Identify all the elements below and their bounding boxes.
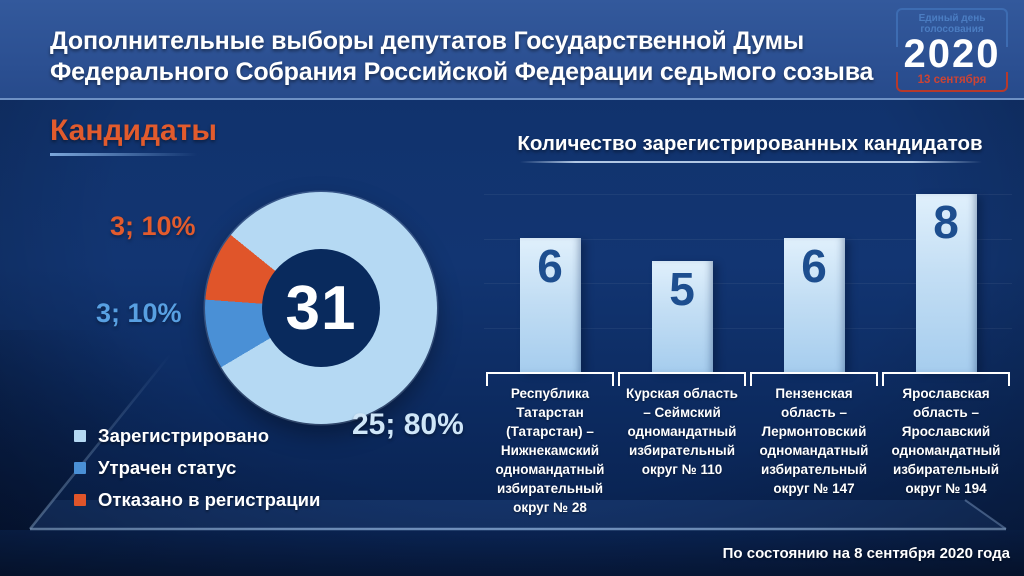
- gridline: [484, 238, 1012, 240]
- legend-row: Отказано в регистрации: [74, 484, 320, 516]
- bar-chart-labels: Республика Татарстан (Татарстан) – Нижне…: [484, 372, 1012, 517]
- donut-total-value: 31: [285, 273, 357, 343]
- pie-callout-lost-status: 3; 10%: [96, 298, 182, 328]
- bar-chart: 6 5 6 8 Республика Татарстан (Татарстан) – …: [484, 170, 1012, 526]
- bar-column: 8: [880, 170, 1012, 372]
- bar-value: 8: [933, 196, 959, 248]
- edg-2020-logo: Единый день голосования 2020 13 сентября: [890, 8, 1014, 92]
- bar-category-cell: Пензенская область – Лермонтовский одном…: [748, 372, 880, 517]
- legend-row: Зарегистрировано: [74, 420, 320, 452]
- bar: 8: [915, 194, 977, 372]
- slide-title-line2: Федерального Собрания Российской Федерац…: [50, 58, 874, 86]
- bar-column: 6: [484, 170, 616, 372]
- bar-category-cell: Республика Татарстан (Татарстан) – Нижне…: [484, 372, 616, 517]
- gridline: [484, 194, 1012, 195]
- legend-swatch-icon: [74, 494, 86, 506]
- bar-category-label: Ярославская область – Ярославский однома…: [891, 386, 1001, 496]
- edg-logo-date: 13 сентября: [896, 72, 1008, 92]
- donut-center: 31: [262, 249, 380, 367]
- bar-chart-bars: 6 5 6 8: [484, 170, 1012, 372]
- bar-category-label: Курская область – Сеймский одномандатный…: [626, 386, 738, 477]
- pie-section-heading: Кандидаты: [50, 114, 218, 147]
- pie-legend: Зарегистрировано Утрачен статус Отказано в…: [74, 420, 320, 516]
- footer-note: По состоянию на 8 сентября 2020 года: [722, 545, 1010, 562]
- bar: 6: [519, 238, 581, 372]
- legend-label: Отказано в регистрации: [98, 489, 321, 510]
- legend-swatch-icon: [74, 430, 86, 442]
- slide-title: Дополнительные выборы депутатов Государс…: [50, 26, 873, 88]
- bar: 5: [651, 261, 713, 372]
- pie-callout-registered: 25; 80%: [352, 408, 464, 441]
- bar-category-label: Республика Татарстан (Татарстан) – Нижне…: [495, 386, 605, 515]
- bar-section-heading: Количество зарегистрированных кандидатов: [517, 132, 983, 155]
- bar: 6: [783, 238, 845, 372]
- bar-value: 5: [669, 263, 695, 315]
- bar-category-cell: Ярославская область – Ярославский однома…: [880, 372, 1012, 517]
- legend-row: Утрачен статус: [74, 452, 320, 484]
- bar-column: 5: [616, 170, 748, 372]
- legend-label: Утрачен статус: [98, 457, 237, 478]
- donut-chart: 31: [205, 192, 437, 424]
- bar-value: 6: [537, 240, 563, 292]
- bar-heading-underline: [520, 161, 982, 163]
- legend-swatch-icon: [74, 462, 86, 474]
- edg-logo-year: 2020: [903, 32, 1001, 76]
- gridline: [484, 283, 1012, 284]
- bar-column: 6: [748, 170, 880, 372]
- gridline: [484, 327, 1012, 329]
- legend-label: Зарегистрировано: [98, 425, 270, 446]
- pie-callout-denied: 3; 10%: [110, 211, 196, 241]
- header-band: Дополнительные выборы депутатов Государс…: [0, 0, 1024, 100]
- bar-category-cell: Курская область – Сеймский одномандатный…: [616, 372, 748, 517]
- slide-title-line1: Дополнительные выборы депутатов Государс…: [50, 27, 805, 55]
- edg-logo-top-label: Единый день голосования: [896, 8, 1008, 47]
- bar-category-label: Пензенская область – Лермонтовский одном…: [759, 386, 869, 496]
- pie-heading-underline: [50, 153, 197, 156]
- bar-value: 6: [801, 240, 827, 292]
